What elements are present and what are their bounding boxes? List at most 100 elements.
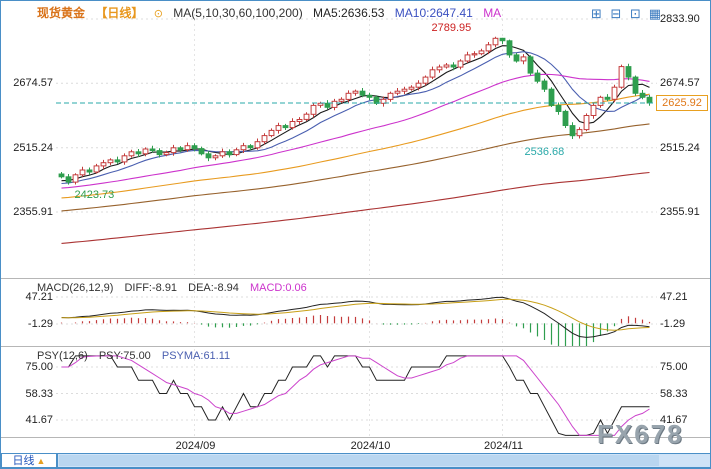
y-axis-label: 41.67 [25,413,53,426]
candle [380,98,387,104]
ma30-line [61,73,650,189]
candle [583,115,590,131]
candle [184,145,191,151]
price-annotation: 2423.73 [74,188,115,201]
candle [520,56,527,62]
price-gridlines [56,9,657,275]
y-axis-label: -1.29 [660,317,686,330]
price-annotation: 2536.68 [524,146,565,158]
y-axis-label: 2515.24 [13,141,53,154]
candle [541,80,548,90]
x-axis: 2024/09 2024/10 2024/11 [1,438,710,453]
candle [205,153,212,159]
candle [471,53,478,56]
candle [219,151,226,157]
panel-add-icon[interactable]: ⊞ [591,6,602,21]
panel-minimize-icon[interactable]: ⊟ [610,6,622,21]
panel-single-icon[interactable]: ⊡ [629,6,641,21]
candle [345,92,352,100]
candle [478,50,485,55]
bottom-bar: 日线 ▲ [1,453,710,468]
candle [611,86,618,100]
psyma-value: PSYMA:61.11 [161,350,231,362]
candle [275,125,282,131]
candle [415,82,422,88]
chart-header: 现货黄金 【日线】 ⊙ MA(5,10,30,60,100,200) MA5:2… [37,5,508,22]
price-annotation: 2789.95 [431,21,472,34]
ma5-value: MA5:2636.53 [313,6,385,20]
macd-chart[interactable] [1,279,711,347]
candle [114,159,121,163]
candle [513,54,520,62]
candle [247,145,254,149]
candle [352,90,359,94]
candle [324,102,331,108]
y-axis-label: 2355.91 [660,205,700,218]
candle [555,104,562,113]
watermark: FX678 [597,419,684,449]
candle [499,37,506,42]
y-axis-label: 2674.57 [660,77,700,90]
candle [422,76,429,84]
candle [408,86,415,90]
period-button[interactable]: 日线 ▲ [1,453,57,468]
candles [58,36,653,185]
candle [646,96,653,104]
candle [394,90,401,94]
candle [387,92,394,100]
y-axis-label: 75.00 [660,361,688,373]
candle [443,64,450,68]
candle [100,162,107,167]
y-axis-label: 2674.57 [13,77,53,90]
candle [450,64,457,68]
dea-line [61,298,650,331]
candle [233,149,240,156]
scrollbar-thumb[interactable] [59,455,659,466]
y-axis-label: 58.33 [660,387,688,400]
psy-chart[interactable] [1,347,711,438]
current-price-tag: 2625.92 [656,94,708,111]
period-label[interactable]: 【日线】 [95,6,144,20]
candle [562,110,569,127]
macd-histogram [60,315,651,346]
x-axis-label: 2024/10 [350,440,391,452]
price-chart[interactable] [1,1,711,278]
candle [212,155,219,159]
candle [198,148,205,155]
macd-dea-value: DEA:-8.94 [188,282,239,294]
horizontal-scrollbar[interactable] [57,453,710,468]
chart-toolbar: ⊞ ⊟ ⊡ ▦ [589,5,662,23]
candle [107,159,114,164]
y-axis-label: 75.00 [25,361,53,373]
candle [436,66,443,71]
candle [128,151,135,157]
ma10-line [61,51,650,185]
candle [65,176,72,183]
instrument-title: 现货黄金 [37,6,86,20]
y-axis-label: 47.21 [25,291,53,303]
candle [373,96,380,104]
candle [177,147,184,151]
candle [261,135,268,143]
up-triangle-icon: ▲ [36,456,46,466]
candle [254,141,261,149]
panel-divider [1,437,710,438]
y-axis-label: -1.29 [27,317,53,330]
candle [485,44,492,52]
psy-gridlines [56,349,657,436]
candle [597,96,604,106]
candle [618,66,625,88]
macd-header: MACD(26,12,9) DIFF:-8.91 DEA:-8.94 MACD:… [37,280,315,296]
candle [338,98,345,102]
candle [93,165,100,173]
ma-more-label: MA [483,6,502,20]
candle [72,174,79,183]
candle [625,66,632,78]
candle [310,104,317,115]
y-axis-label: 2355.91 [13,205,53,218]
psy-header: PSY(12,6) PSY:75.00 PSYMA:61.11 [37,348,238,364]
indicator-settings-icon[interactable]: ⊙ [153,8,163,20]
panel-grid-icon[interactable]: ▦ [648,6,661,21]
y-axis-label: 2833.90 [660,13,700,25]
